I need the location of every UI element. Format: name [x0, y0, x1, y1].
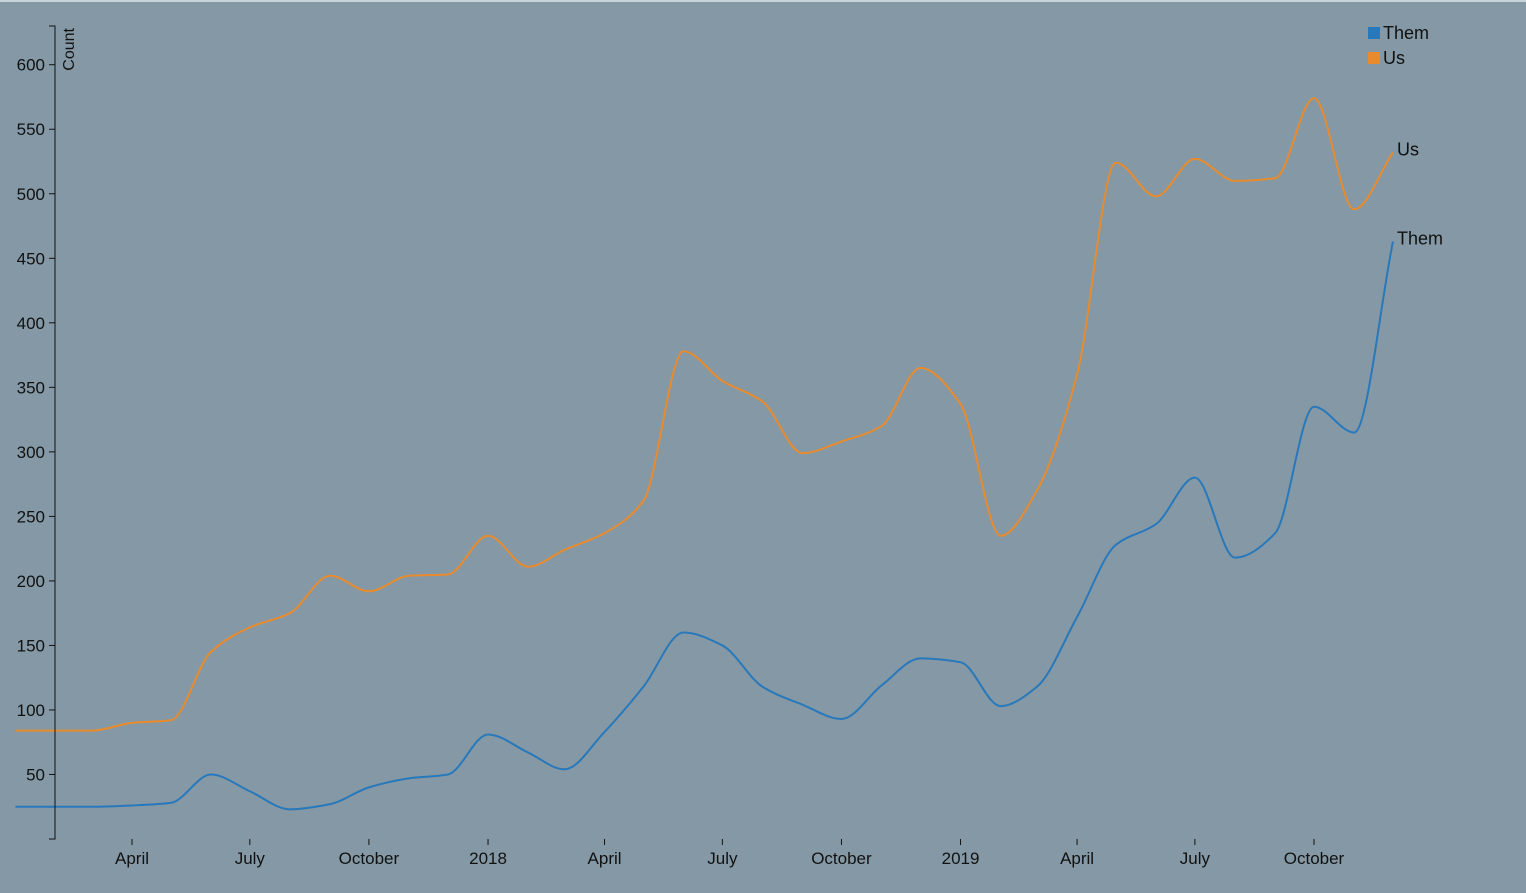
y-axis-line [49, 25, 56, 840]
x-tick-label: July [707, 849, 738, 868]
y-tick-label: 350 [17, 378, 45, 397]
y-tick-label: 150 [17, 636, 45, 655]
x-tick-label: October [811, 849, 872, 868]
y-tick-label: 600 [17, 56, 45, 75]
x-tick-label: July [235, 849, 266, 868]
y-axis-title: Count [61, 27, 78, 70]
legend-swatch-them [1368, 27, 1380, 39]
x-tick-label: April [115, 849, 149, 868]
y-tick-label: 400 [17, 314, 45, 333]
y-tick-label: 200 [17, 572, 45, 591]
x-tick-label: 2018 [469, 849, 507, 868]
legend-label-them: Them [1383, 23, 1429, 43]
legend: Them Us [1368, 23, 1429, 68]
legend-swatch-us [1368, 52, 1380, 64]
series-end-labels: Them Us [1397, 139, 1443, 248]
legend-label-us: Us [1383, 48, 1405, 68]
series-lines [15, 97, 1394, 811]
series-line-them [15, 241, 1394, 811]
x-tick-label: April [1060, 849, 1094, 868]
series-line-us [15, 97, 1394, 732]
y-tick-label: 250 [17, 507, 45, 526]
y-tick-label: 450 [17, 249, 45, 268]
x-tick-label: July [1180, 849, 1211, 868]
x-tick-label: April [588, 849, 622, 868]
end-label-us: Us [1397, 139, 1419, 159]
y-tick-label: 300 [17, 443, 45, 462]
axes: 50 100 150 200 250 300 350 400 450 500 550 600 Count… [17, 25, 1345, 868]
x-tick-label: October [1284, 849, 1345, 868]
y-tick-label: 100 [17, 701, 45, 720]
y-tick-label: 500 [17, 185, 45, 204]
y-tick-label: 50 [26, 765, 45, 784]
end-label-them: Them [1397, 229, 1443, 249]
x-tick-label: 2019 [942, 849, 980, 868]
y-tick-label: 550 [17, 120, 45, 139]
x-tick-label: October [339, 849, 400, 868]
